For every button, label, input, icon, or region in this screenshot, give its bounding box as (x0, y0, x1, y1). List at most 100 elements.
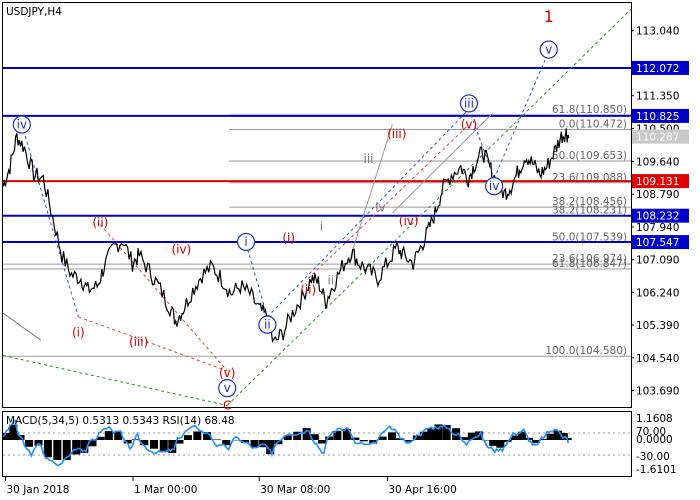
price-label-box-5 (632, 129, 689, 144)
price-label-14: 105.390 (636, 320, 679, 332)
macd-bar-0 (2, 433, 11, 440)
time-axis-layer: 30 Jan 2018 1 Mar 00:00 30 Mar 08:00 30 Apr… (5, 476, 457, 496)
indicator-label: MACD(5,34,5) 0.5313 0.5343 RSI(14) 68.48 (6, 415, 235, 427)
macd-bar-28 (250, 440, 259, 448)
wave-circle-4 (12, 115, 31, 134)
wave-label-3: iv (489, 179, 499, 193)
price-label-16: 103.690 (636, 385, 679, 397)
price-label-8: 108.790 (636, 189, 679, 201)
macd-bar-36 (318, 440, 327, 444)
macd-bar-57 (489, 440, 498, 446)
macd-bar-58 (496, 440, 505, 448)
macd-bar-13 (114, 431, 123, 440)
trend-lines-layer (2, 8, 632, 406)
wave-label-22: i (320, 220, 323, 234)
macd-bar-53 (460, 437, 469, 440)
price-label-5: 110.287 (636, 132, 679, 144)
trend-line-5 (245, 243, 268, 318)
price-label-box-11 (632, 235, 689, 250)
macd-bar-64 (539, 438, 548, 440)
wave-label-19: iii (363, 152, 373, 166)
macd-bar-32 (283, 435, 292, 440)
macd-bar-1 (9, 424, 18, 440)
macd-bar-48 (420, 431, 429, 440)
wave-circle-2 (459, 94, 479, 113)
guide-line-2 (392, 112, 494, 214)
time-label-3: 30 Apr 16:00 (388, 484, 456, 496)
macd-bar-39 (342, 428, 351, 440)
wave-label-13: (ii) (92, 216, 108, 230)
wave-label-17: (v) (219, 366, 235, 380)
macd-bar-50 (434, 424, 443, 440)
macd-bar-15 (131, 439, 140, 440)
time-label-0: 30 Jan 2018 (7, 484, 70, 496)
time-label-1: 1 Mar 00:00 (134, 484, 197, 496)
macd-bar-12 (104, 431, 113, 440)
macd-bar-60 (510, 435, 519, 440)
macd-bar-7 (62, 440, 71, 460)
wave-label-6: ii (264, 318, 271, 332)
price-label-1: 112.072 (636, 63, 679, 75)
macd-bar-35 (310, 434, 319, 440)
macd-bar-11 (96, 436, 105, 440)
wave-circle-3 (484, 177, 504, 196)
wave-label-20: iv (375, 200, 385, 214)
indicator-tick-1: 70.00 (636, 426, 666, 438)
macd-bar-46 (404, 440, 413, 442)
wave-label-18: C (223, 398, 231, 412)
macd-bar-8 (72, 440, 81, 455)
fib-label-7: 23.6(106.974) (552, 253, 627, 265)
macd-bar-23 (203, 432, 212, 440)
price-label-2: 111.350 (636, 91, 679, 103)
indicator-tick-0: 1.1608 (636, 413, 673, 425)
price-label-10: 107.940 (636, 222, 679, 234)
macd-bar-10 (88, 440, 97, 447)
macd-bar-51 (442, 425, 451, 440)
price-label-box-9 (632, 208, 689, 223)
macd-bar-47 (412, 435, 421, 440)
guide-line-0 (2, 312, 41, 341)
macd-bar-38 (333, 430, 342, 440)
macd-bar-16 (140, 440, 149, 446)
price-label-15: 104.540 (636, 353, 679, 365)
guide-line-1 (347, 124, 393, 264)
macd-bar-17 (150, 440, 159, 449)
price-axis-layer: 113.040112.072111.350110.825110.500110.2… (631, 26, 689, 397)
price-label-7: 109.131 (636, 176, 679, 188)
macd-bar-65 (546, 433, 555, 440)
price-label-box-7 (632, 174, 689, 189)
wave-label-0: 1 (544, 7, 554, 26)
rsi-line (2, 419, 569, 467)
trend-line-1 (2, 354, 228, 406)
fib-label-8: 61.8(106.847) (552, 258, 627, 270)
macd-bar-18 (159, 440, 168, 453)
macd-bar-24 (212, 439, 221, 440)
wave-label-2: iii (464, 96, 474, 110)
wave-label-14: (iv) (171, 243, 191, 257)
macd-bar-41 (359, 440, 368, 442)
wave-label-7: v (224, 381, 231, 395)
macd-bar-30 (266, 440, 275, 455)
wave-label-15: (i) (72, 325, 85, 339)
fib-label-2: 50.0(109.653) (552, 150, 627, 162)
price-label-12: 107.090 (636, 255, 679, 267)
indicator-tick-2: 0.0000 (636, 434, 673, 446)
macd-bar-44 (388, 432, 397, 440)
price-label-13: 106.240 (636, 287, 679, 299)
wave-circle-7 (218, 379, 237, 398)
trend-line-3 (78, 316, 228, 372)
macd-bar-14 (123, 440, 132, 444)
price-label-3: 110.825 (636, 111, 679, 123)
indicator-tick-3: -30.00 (636, 451, 670, 463)
wave-label-1: v (545, 43, 552, 57)
wave-label-16: (iii) (129, 335, 148, 349)
macd-bar-40 (351, 437, 360, 440)
price-label-box-1 (632, 60, 689, 75)
wave-label-5: i (244, 235, 247, 249)
macd-bar-6 (53, 440, 62, 460)
wave-label-10: (iv) (399, 214, 419, 228)
fib-label-4: 38.2(108.456) (552, 196, 627, 208)
macd-bar-22 (193, 431, 202, 440)
